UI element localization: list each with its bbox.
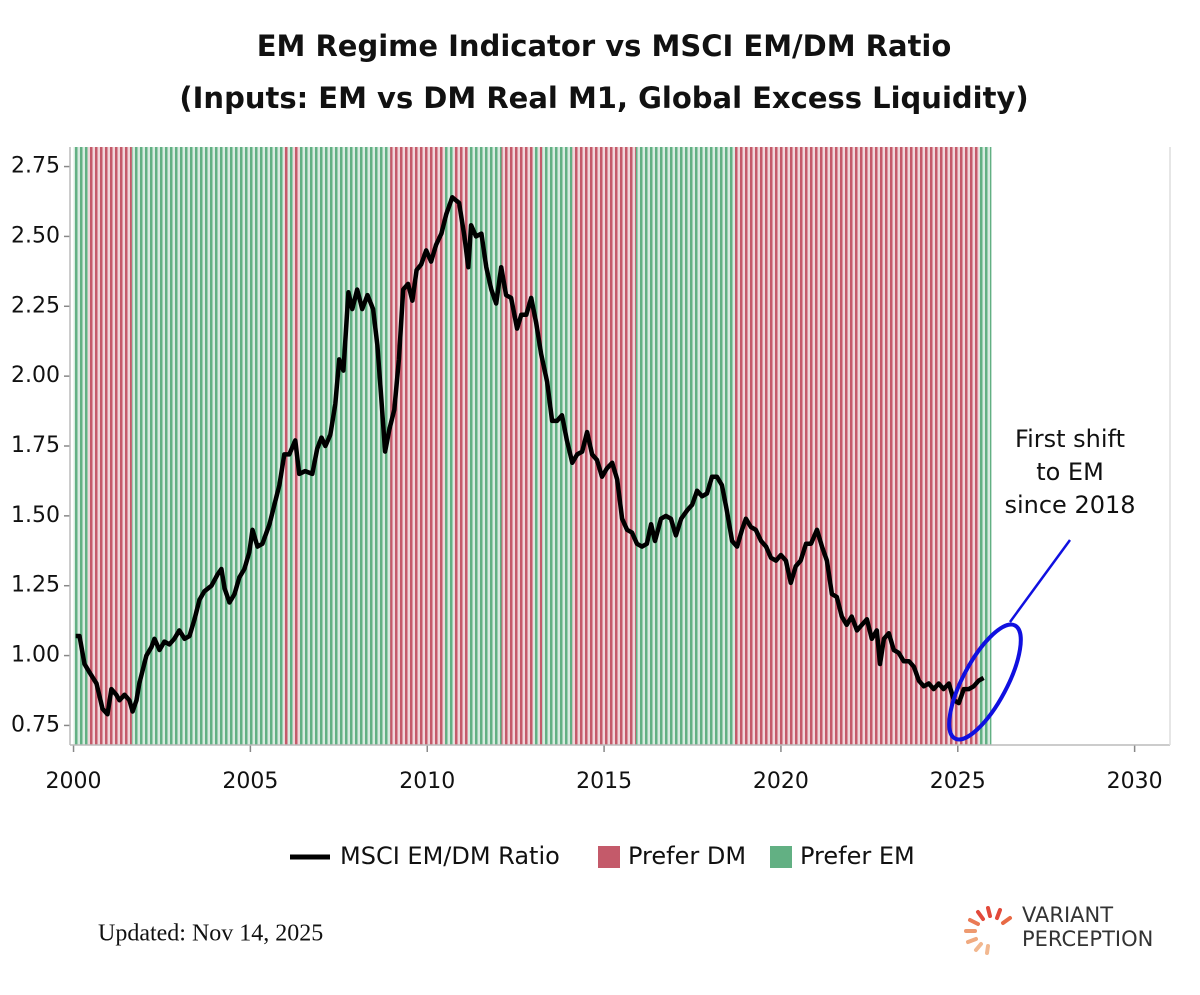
regime-band [453, 147, 468, 745]
regime-band [390, 147, 445, 745]
x-tick-label: 2005 [222, 769, 278, 794]
regime-band [287, 147, 293, 745]
regime-band [87, 147, 132, 745]
x-tick-label: 2010 [399, 769, 455, 794]
y-tick-label: 0.75 [11, 712, 60, 737]
footer: Updated: Nov 14, 2025 [98, 921, 323, 947]
brand: PERCEPTION [1022, 927, 1153, 951]
regime-band [73, 147, 88, 745]
annotation: since 2018 [1004, 491, 1135, 519]
regime-band [444, 147, 454, 745]
regime-band [734, 147, 980, 745]
brand: VARIANT [1022, 903, 1113, 927]
legend-label: Prefer EM [800, 842, 915, 870]
x-tick-label: 2030 [1107, 769, 1163, 794]
y-tick-label: 1.00 [11, 643, 60, 668]
highlight-ellipse [947, 622, 1023, 742]
regime-band [979, 147, 992, 745]
logo-icon [964, 906, 1012, 955]
legend-swatch [770, 846, 792, 868]
regime-band [131, 147, 284, 745]
annotation-arrow [1008, 539, 1072, 623]
regime-band [283, 147, 288, 745]
legend-label: Prefer DM [628, 842, 746, 870]
x-tick-label: 2000 [46, 769, 102, 794]
y-tick-label: 2.25 [11, 293, 60, 318]
x-tick-label: 2015 [576, 769, 632, 794]
regime-band [501, 147, 534, 745]
annotation: First shift [1015, 425, 1125, 453]
y-tick-label: 1.50 [11, 503, 60, 528]
chart-title: EM Regime Indicator vs MSCI EM/DM Ratio [257, 29, 952, 63]
series-line [75, 195, 985, 717]
y-tick-label: 2.75 [11, 154, 60, 179]
y-tick-label: 1.75 [11, 433, 60, 458]
annotation: to EM [1036, 458, 1104, 486]
y-tick-label: 2.50 [11, 223, 60, 248]
y-tick-label: 1.25 [11, 573, 60, 598]
y-tick-label: 2.00 [11, 363, 60, 388]
x-tick-label: 2020 [753, 769, 809, 794]
regime-band [299, 147, 391, 745]
regime-band [635, 147, 735, 745]
legend-swatch [598, 846, 620, 868]
regime-band [538, 147, 543, 745]
regime-band [533, 147, 539, 745]
x-tick-label: 2025 [930, 769, 986, 794]
chart-subtitle: (Inputs: EM vs DM Real M1, Global Excess… [179, 81, 1028, 115]
regime-band [467, 147, 502, 745]
legend-label: MSCI EM/DM Ratio [340, 842, 560, 870]
